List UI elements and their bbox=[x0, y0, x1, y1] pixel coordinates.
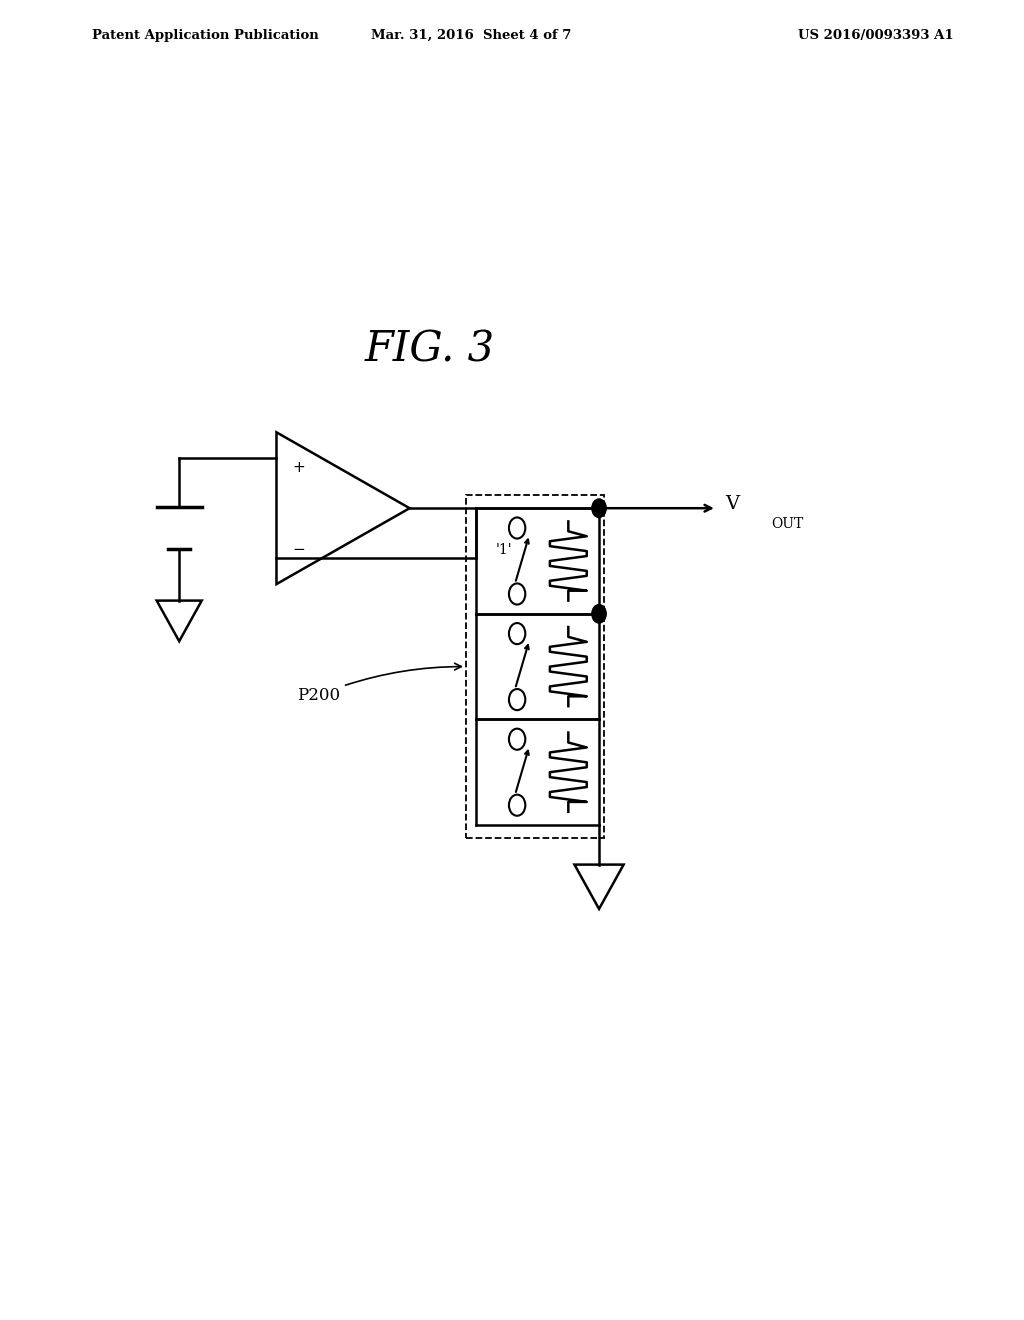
Text: −: − bbox=[293, 541, 305, 557]
Circle shape bbox=[509, 517, 525, 539]
Circle shape bbox=[592, 499, 606, 517]
Circle shape bbox=[509, 795, 525, 816]
Text: Mar. 31, 2016  Sheet 4 of 7: Mar. 31, 2016 Sheet 4 of 7 bbox=[371, 29, 571, 42]
Circle shape bbox=[509, 623, 525, 644]
Circle shape bbox=[592, 605, 606, 623]
Text: V: V bbox=[725, 495, 739, 513]
Text: +: + bbox=[293, 459, 305, 475]
Text: P200: P200 bbox=[297, 663, 461, 704]
Text: Patent Application Publication: Patent Application Publication bbox=[92, 29, 318, 42]
Text: OUT: OUT bbox=[771, 517, 803, 531]
Circle shape bbox=[509, 729, 525, 750]
Text: FIG. 3: FIG. 3 bbox=[365, 329, 496, 371]
Text: US 2016/0093393 A1: US 2016/0093393 A1 bbox=[798, 29, 953, 42]
Text: '1': '1' bbox=[496, 544, 512, 557]
Circle shape bbox=[509, 583, 525, 605]
Circle shape bbox=[509, 689, 525, 710]
